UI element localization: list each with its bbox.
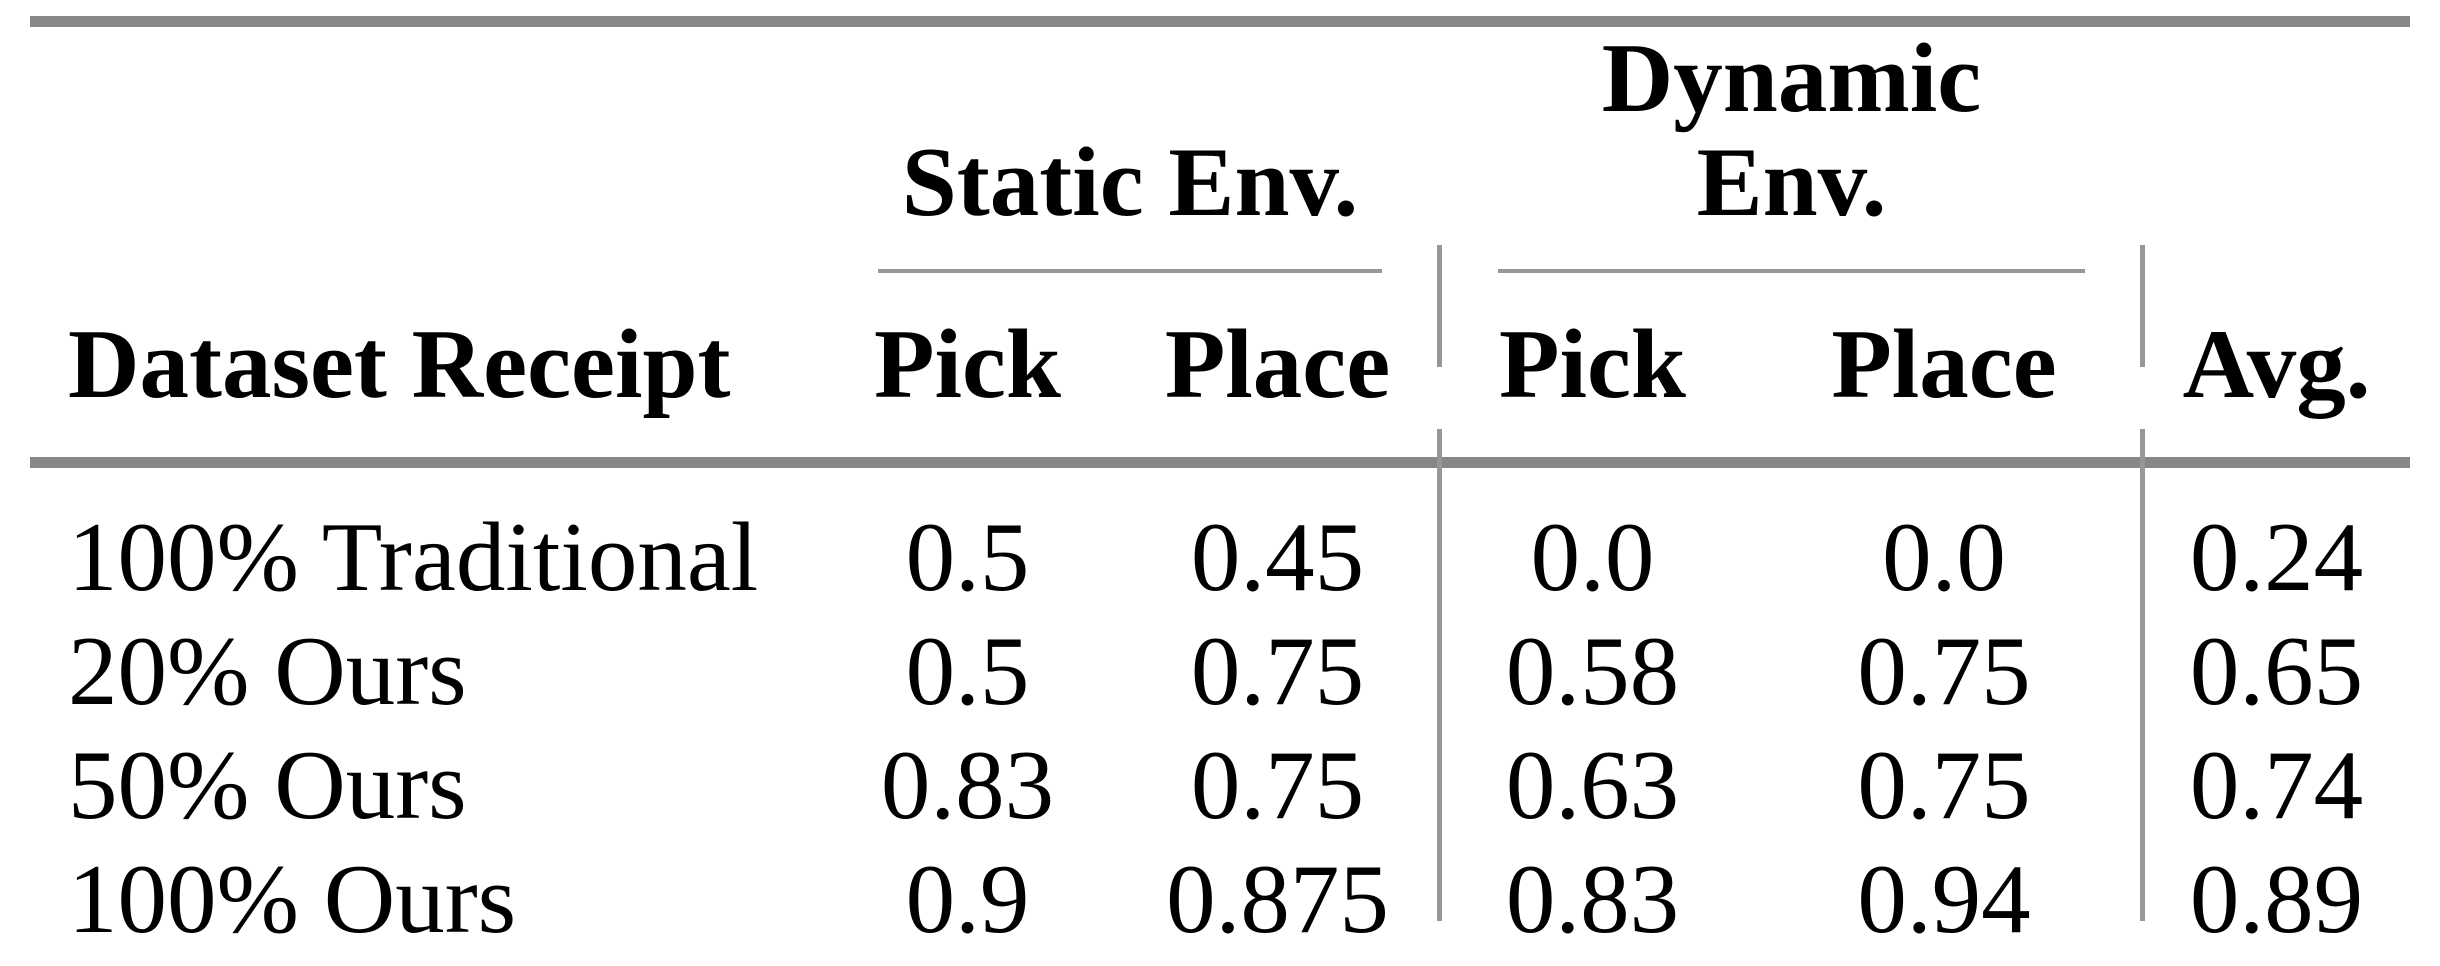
vertical-divider-static-dynamic-header (1437, 245, 1442, 367)
cell-dynamic-pick: 0.83 (1505, 845, 1680, 955)
col-header-avg: Avg. (2143, 272, 2411, 468)
cell-static-pick: 0.5 (905, 617, 1030, 727)
spacer-row-bottom (30, 957, 2410, 966)
cell-static-pick: 0.5 (905, 503, 1030, 613)
table-row-ours-20: 20% Ours 0.5 0.75 0.58 0.75 0.65 (30, 615, 2410, 729)
cell-dynamic-place: 0.75 (1857, 617, 2031, 727)
row-label: 20% Ours (68, 617, 467, 727)
cell-static-place: 0.875 (1166, 845, 1389, 955)
row-label: 100% Ours (68, 845, 517, 955)
vertical-divider-avg-header (2140, 245, 2145, 367)
cell-avg: 0.65 (2189, 617, 2364, 727)
cell-static-place: 0.75 (1190, 617, 1365, 727)
cell-avg: 0.89 (2189, 845, 2364, 955)
column-group-dynamic-label: Dynamic Env. (1498, 27, 2086, 273)
col-header-static-pick: Pick (820, 272, 1115, 468)
group-header-spacer-left (30, 22, 820, 273)
cell-dynamic-pick: 0.0 (1530, 503, 1655, 613)
cell-static-pick: 0.83 (880, 731, 1055, 841)
column-header-row: Dataset Receipt Pick Place Pick Place Av… (30, 272, 2411, 468)
cell-dynamic-place: 0.75 (1857, 731, 2031, 841)
cell-avg: 0.24 (2189, 503, 2364, 613)
cell-static-pick: 0.9 (905, 845, 1030, 955)
cell-static-place: 0.75 (1190, 731, 1365, 841)
cell-dynamic-pick: 0.58 (1505, 617, 1680, 727)
col-header-static-place: Place (1115, 272, 1441, 468)
vertical-divider-avg-body (2140, 429, 2145, 921)
cell-avg: 0.74 (2189, 731, 2364, 841)
cell-static-place: 0.45 (1190, 503, 1365, 613)
column-group-static: Static Env. (820, 22, 1440, 273)
vertical-divider-static-dynamic-body (1437, 429, 1442, 921)
cell-dynamic-pick: 0.63 (1505, 731, 1680, 841)
table-row-ours-100: 100% Ours 0.9 0.875 0.83 0.94 0.89 (30, 843, 2410, 957)
spacer-row-top (30, 462, 2410, 501)
group-header-row: Static Env. Dynamic Env. (30, 22, 2410, 273)
table-row-traditional: 100% Traditional 0.5 0.45 0.0 0.0 0.24 (30, 501, 2410, 615)
table-row-ours-50: 50% Ours 0.83 0.75 0.63 0.75 0.74 (30, 729, 2410, 843)
column-group-static-label: Static Env. (878, 130, 1383, 273)
col-header-dynamic-pick: Pick (1440, 272, 1746, 468)
results-table: Static Env. Dynamic Env. Dataset Receipt… (30, 16, 2411, 966)
cell-dynamic-place: 0.94 (1857, 845, 2031, 955)
row-label: 50% Ours (68, 731, 467, 841)
cell-dynamic-place: 0.0 (1882, 503, 2006, 613)
col-header-dataset: Dataset Receipt (30, 272, 820, 468)
column-group-dynamic: Dynamic Env. (1440, 22, 2143, 273)
col-header-dynamic-place: Place (1745, 272, 2144, 468)
row-label: 100% Traditional (68, 503, 759, 613)
group-header-spacer-right (2143, 22, 2410, 273)
